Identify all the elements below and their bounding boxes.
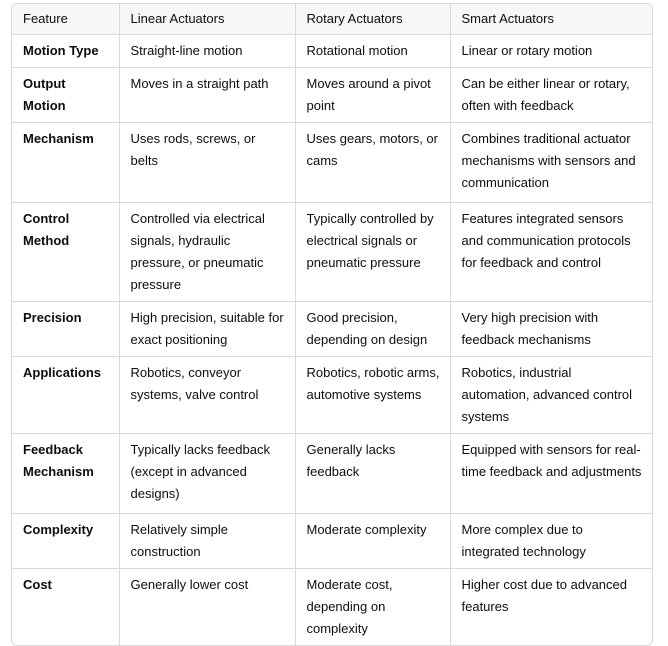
row-feature-cell: Precision [12,301,120,357]
linear-cell: Moves in a straight path [119,67,296,123]
table-row: Precision High precision, suitable for e… [12,301,652,357]
row-feature-cell: Mechanism [12,122,120,203]
linear-cell: Robotics, conveyor systems, valve contro… [119,356,296,434]
rotary-cell: Generally lacks feedback [295,433,451,514]
rotary-cell: Rotational motion [295,34,451,68]
smart-cell: More complex due to integrated technolog… [450,513,652,569]
header-rotary-actuators: Rotary Actuators [295,4,451,35]
header-linear-actuators: Linear Actuators [119,4,296,35]
smart-cell: Features integrated sensors and communic… [450,202,652,302]
row-feature-cell: Feedback Mechanism [12,433,120,514]
table-row: Motion Type Straight-line motion Rotatio… [12,34,652,68]
smart-cell: Very high precision with feedback mechan… [450,301,652,357]
row-feature-cell: Cost [12,568,120,645]
table-row: Complexity Relatively simple constructio… [12,513,652,569]
table-row: Control Method Controlled via electrical… [12,202,652,302]
rotary-cell: Typically controlled by electrical signa… [295,202,451,302]
row-feature-cell: Control Method [12,202,120,302]
linear-cell: High precision, suitable for exact posit… [119,301,296,357]
smart-cell: Higher cost due to advanced features [461,577,628,614]
header-smart-actuators: Smart Actuators [450,4,652,35]
smart-cell: Equipped with sensors for real-time feed… [450,433,652,514]
row-feature-cell: Motion Type [12,34,120,68]
smart-cell: Combines traditional actuator mechanisms… [450,122,652,203]
linear-cell: Relatively simple construction [119,513,296,569]
linear-cell: Generally lower cost [119,568,296,645]
header-row: Feature Linear Actuators Rotary Actuator… [12,4,652,35]
linear-cell: Uses rods, screws, or belts [119,122,296,203]
actuator-comparison-table: Feature Linear Actuators Rotary Actuator… [12,4,652,645]
row-feature-cell: Complexity [12,513,120,569]
header-feature: Feature [12,4,120,35]
row-feature-cell: Output Motion [12,67,120,123]
smart-cell: Can be either linear or rotary, often wi… [450,67,652,123]
linear-cell: Typically lacks feedback (except in adva… [119,433,296,514]
table-row: Output Motion Moves in a straight path M… [12,67,652,123]
table-row: Cost Generally lower cost Moderate cost,… [12,568,652,645]
table-body: Motion Type Straight-line motion Rotatio… [12,34,652,645]
linear-cell: Straight-line motion [119,34,296,68]
comparison-table-container: Feature Linear Actuators Rotary Actuator… [11,3,653,646]
rotary-cell: Uses gears, motors, or cams [295,122,451,203]
linear-cell: Controlled via electrical signals, hydra… [119,202,296,302]
rotary-cell: Moderate cost, depending on complexity [295,568,451,645]
table-header: Feature Linear Actuators Rotary Actuator… [12,4,652,35]
table-row: Mechanism Uses rods, screws, or belts Us… [12,122,652,203]
rotary-cell: Moves around a pivot point [295,67,451,123]
rotary-cell: Robotics, robotic arms, automotive syste… [295,356,451,434]
smart-cell: Linear or rotary motion [450,34,652,68]
rotary-cell: Good precision, depending on design [295,301,451,357]
row-feature-cell: Applications [12,356,120,434]
table-row: Feedback Mechanism Typically lacks feedb… [12,433,652,514]
smart-cell: Robotics, industrial automation, advance… [450,356,652,434]
table-row: Applications Robotics, conveyor systems,… [12,356,652,434]
rotary-cell: Moderate complexity [295,513,451,569]
